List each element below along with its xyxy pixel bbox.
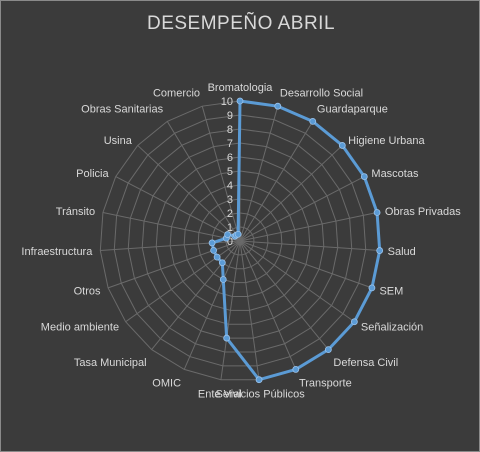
data-point	[350, 318, 358, 326]
category-label: SEM	[379, 286, 403, 298]
grid-spoke	[239, 145, 343, 242]
category-label: Infraestructura	[21, 246, 93, 258]
grid-spoke	[239, 176, 365, 242]
category-label: Comercio	[153, 87, 200, 99]
grid-spoke	[239, 240, 260, 380]
radial-tick-label: 8	[227, 124, 233, 136]
grid-spoke	[239, 121, 314, 242]
category-label: OMIC	[152, 378, 181, 390]
category-label: Ente Vial	[198, 389, 242, 401]
grid-ring	[127, 128, 353, 353]
grid-ring	[211, 212, 269, 270]
grid-spoke	[125, 240, 241, 323]
data-point	[236, 97, 244, 105]
category-label: Desarrollo Social	[280, 87, 363, 99]
category-label: Salud	[388, 246, 416, 258]
grid-ring	[155, 156, 325, 325]
category-label: Medio ambiente	[41, 321, 119, 333]
data-point	[223, 334, 231, 342]
grid-spoke	[239, 106, 279, 242]
data-point	[274, 102, 282, 110]
category-label: Señalización	[361, 321, 423, 333]
data-point	[208, 239, 216, 247]
category-label: Obras Sanitarias	[81, 104, 163, 116]
grid-spoke	[220, 240, 241, 380]
radial-tick-label: 4	[227, 180, 233, 192]
grid-ring	[141, 142, 339, 339]
data-point	[376, 247, 384, 254]
grid-spoke	[183, 240, 241, 370]
category-label: Higiene Urbana	[348, 135, 425, 147]
grid-spoke	[137, 145, 241, 242]
radial-tick-label: 1	[227, 222, 233, 234]
data-point	[292, 366, 300, 373]
data-point	[338, 142, 346, 149]
grid-spoke	[239, 240, 355, 323]
radial-tick-label: 5	[227, 166, 233, 178]
category-label: Tránsito	[56, 206, 95, 218]
data-point	[224, 231, 231, 238]
radial-tick-label: 3	[227, 194, 233, 206]
grid-ring	[169, 170, 311, 311]
grid-spoke	[239, 240, 329, 350]
grid-spoke	[239, 240, 373, 289]
data-point	[218, 259, 226, 267]
grid-spoke	[115, 176, 241, 242]
category-label: Bromatologia	[208, 82, 274, 94]
data-point	[309, 117, 317, 125]
grid-spoke	[107, 240, 241, 289]
category-label: Mascotas	[371, 168, 419, 180]
radial-tick-label: 0	[227, 236, 233, 248]
category-label: Guardaparque	[317, 104, 388, 116]
grid-spoke	[151, 240, 241, 350]
radial-tick-label: 2	[227, 208, 233, 220]
grid-spoke	[201, 106, 241, 242]
data-point	[219, 276, 227, 283]
data-point	[324, 346, 332, 353]
grid-spoke	[239, 212, 378, 242]
data-point	[234, 230, 242, 238]
grid-ring	[197, 198, 283, 284]
category-label: Usina	[104, 135, 133, 147]
data-point	[373, 209, 381, 216]
radial-tick-label: 9	[227, 110, 233, 122]
grid-ring	[183, 184, 297, 297]
grid-spoke	[239, 240, 380, 252]
radial-tick-label: 7	[227, 138, 233, 150]
category-label: Policia	[76, 168, 109, 180]
grid-ring	[113, 114, 367, 367]
category-label: Obras Privadas	[385, 206, 461, 218]
category-label: Defensa Civil	[333, 357, 398, 369]
grid-spoke	[166, 121, 241, 242]
category-label: Otros	[74, 286, 101, 298]
data-point	[368, 284, 376, 292]
category-label: Transporte	[299, 378, 352, 390]
grid-spoke	[239, 240, 297, 370]
data-point	[255, 376, 263, 384]
data-point	[360, 173, 368, 180]
category-label: Servicios Públicos	[216, 389, 306, 401]
radial-tick-label: 6	[227, 152, 233, 164]
data-point	[210, 246, 218, 254]
grid-spoke	[102, 212, 241, 242]
chart-title: DESEMPEÑO ABRIL	[146, 13, 336, 34]
radial-tick-label: 10	[221, 96, 233, 108]
category-label: Tasa Municipal	[74, 357, 147, 369]
data-point	[213, 253, 221, 261]
